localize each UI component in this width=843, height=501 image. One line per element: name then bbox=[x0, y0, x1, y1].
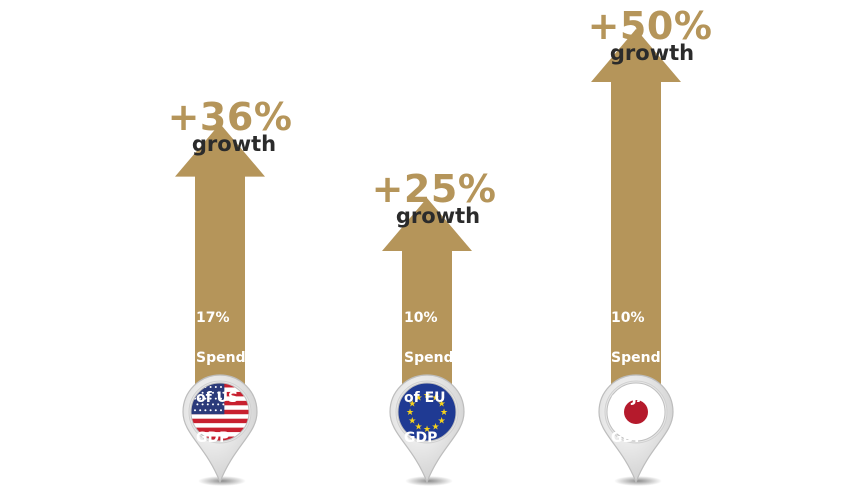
spend-line-percent: 10% bbox=[611, 310, 645, 326]
growth-label-jap: growth bbox=[609, 41, 695, 65]
spend-line-spend: Spend bbox=[611, 350, 661, 366]
us-flag-icon bbox=[191, 383, 249, 441]
spend-line-of: of US bbox=[196, 390, 239, 406]
spend-line-gdp: GDP bbox=[404, 430, 438, 446]
us-flag-pin bbox=[182, 374, 258, 486]
svg-text:★: ★ bbox=[414, 393, 422, 403]
spend-line-spend: Spend bbox=[404, 350, 454, 366]
svg-text:★: ★ bbox=[414, 423, 422, 433]
spend-line-spend: Spend bbox=[196, 350, 246, 366]
eu-flag-icon: ★★★★★★★★★ ★ ★★ bbox=[398, 383, 456, 441]
growth-label-us: growth bbox=[191, 132, 277, 156]
spend-line-percent: 10% bbox=[404, 310, 438, 326]
growth-percent-eu: +25% bbox=[371, 167, 497, 211]
svg-text:★: ★ bbox=[408, 400, 416, 410]
spend-text-jap: 10% Spend of JAP GDP bbox=[611, 288, 681, 468]
svg-text:★: ★ bbox=[438, 417, 446, 427]
spend-line-gdp: GDP bbox=[611, 430, 645, 446]
svg-text:★: ★ bbox=[440, 408, 448, 418]
spend-line-gdp: GDP bbox=[196, 430, 230, 446]
growth-arrow-jap bbox=[591, 29, 681, 405]
svg-text:★: ★ bbox=[431, 393, 439, 403]
spend-text-eu: 10% Spend of EU GDP bbox=[404, 288, 474, 468]
svg-text:★: ★ bbox=[423, 391, 431, 401]
growth-label-eu: growth bbox=[395, 204, 481, 228]
growth-percent-us: +36% bbox=[167, 95, 293, 139]
svg-text:★: ★ bbox=[438, 400, 446, 410]
svg-text:★: ★ bbox=[423, 425, 431, 435]
growth-arrow-eu bbox=[382, 198, 472, 405]
japan-flag-icon bbox=[607, 383, 665, 441]
svg-text:★: ★ bbox=[431, 423, 439, 433]
growth-percent-jap: +50% bbox=[587, 4, 713, 48]
spend-line-of: of EU bbox=[404, 390, 446, 406]
svg-text:★: ★ bbox=[408, 417, 416, 427]
spend-line-of: of JAP bbox=[611, 390, 658, 406]
japan-flag-pin bbox=[598, 374, 674, 486]
spend-text-us: 17% Spend of US GDP bbox=[196, 288, 266, 468]
spend-line-percent: 17% bbox=[196, 310, 230, 326]
eu-flag-pin: ★★★★★★★★★ ★ ★★ bbox=[389, 374, 465, 486]
svg-text:★: ★ bbox=[406, 408, 414, 418]
growth-arrow-us bbox=[175, 123, 265, 405]
